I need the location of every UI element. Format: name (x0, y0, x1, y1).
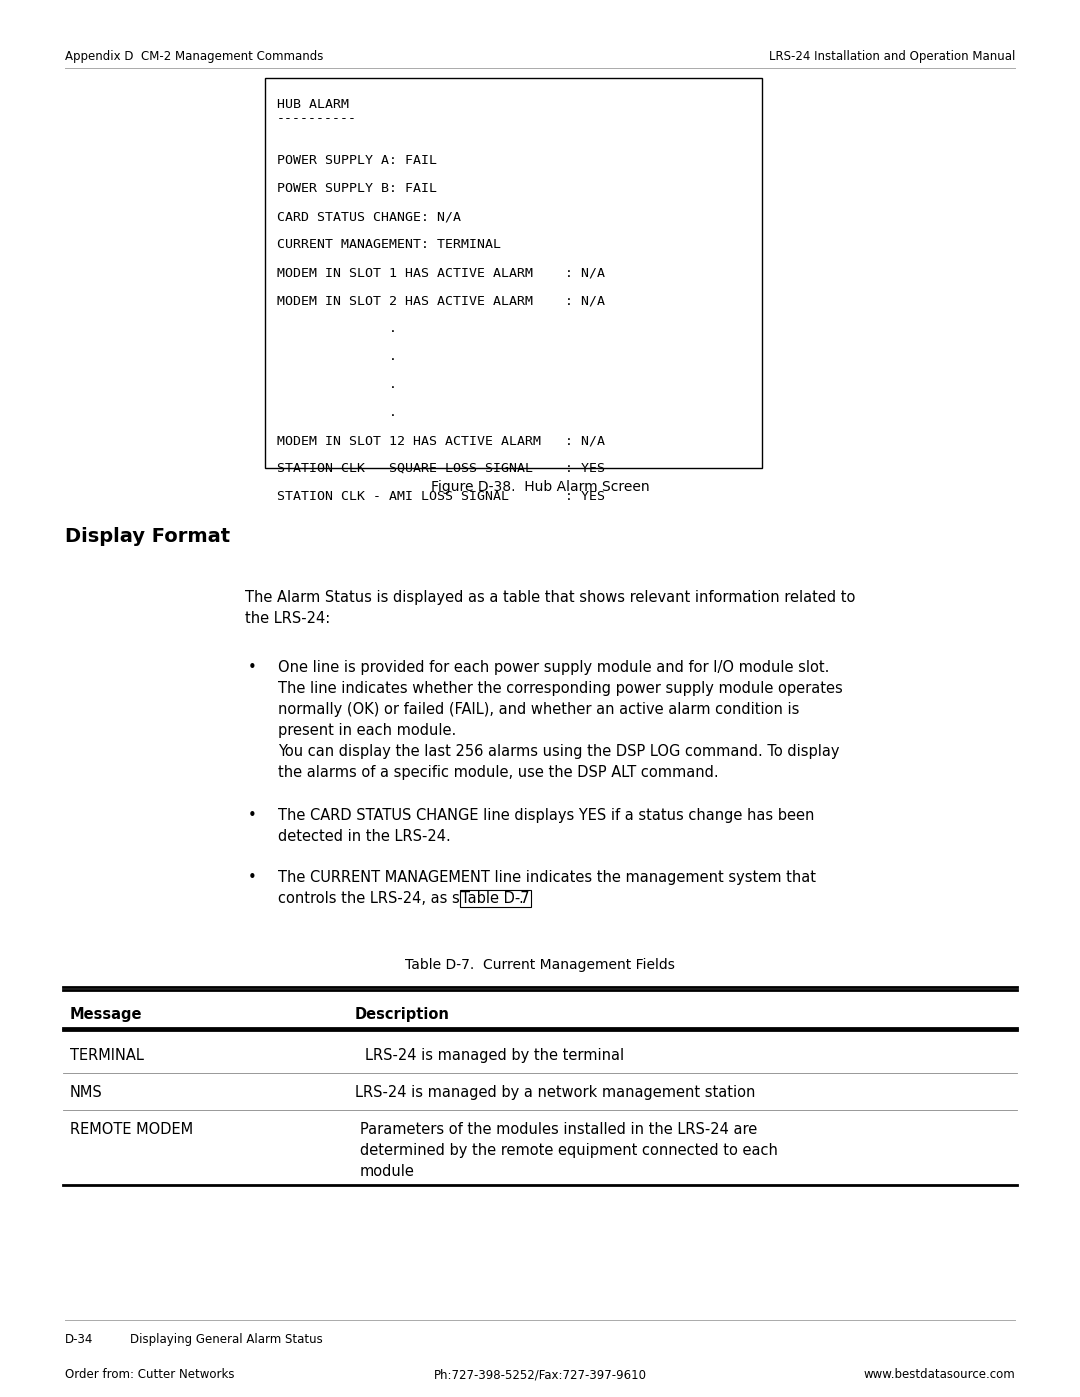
Text: D-34: D-34 (65, 1333, 93, 1345)
Text: Parameters of the modules installed in the LRS-24 are: Parameters of the modules installed in t… (360, 1122, 757, 1137)
Text: Displaying General Alarm Status: Displaying General Alarm Status (130, 1333, 323, 1345)
Text: the alarms of a specific module, use the DSP ALT command.: the alarms of a specific module, use the… (278, 766, 718, 780)
Text: normally (OK) or failed (FAIL), and whether an active alarm condition is: normally (OK) or failed (FAIL), and whet… (278, 703, 799, 717)
Text: .: . (276, 379, 397, 391)
Text: •: • (248, 659, 257, 675)
Bar (265, 78, 762, 468)
Text: controls the LRS-24, as shown: controls the LRS-24, as shown (278, 891, 504, 907)
Text: Table D-7: Table D-7 (461, 891, 529, 907)
Text: Message: Message (70, 1007, 143, 1023)
Text: TERMINAL: TERMINAL (70, 1048, 144, 1063)
Text: LRS-24 is managed by a network management station: LRS-24 is managed by a network managemen… (355, 1085, 755, 1099)
Text: The CARD STATUS CHANGE line displays YES if a status change has been: The CARD STATUS CHANGE line displays YES… (278, 807, 814, 823)
Text: Figure D-38.  Hub Alarm Screen: Figure D-38. Hub Alarm Screen (431, 481, 649, 495)
Text: MODEM IN SLOT 2 HAS ACTIVE ALARM    : N/A: MODEM IN SLOT 2 HAS ACTIVE ALARM : N/A (276, 293, 605, 307)
Text: MODEM IN SLOT 1 HAS ACTIVE ALARM    : N/A: MODEM IN SLOT 1 HAS ACTIVE ALARM : N/A (276, 265, 605, 279)
Text: present in each module.: present in each module. (278, 724, 456, 738)
Text: the LRS-24:: the LRS-24: (245, 610, 330, 626)
Text: LRS-24 is managed by the terminal: LRS-24 is managed by the terminal (365, 1048, 624, 1063)
Text: POWER SUPPLY B: FAIL: POWER SUPPLY B: FAIL (276, 182, 437, 196)
Text: .: . (276, 351, 397, 363)
Text: The line indicates whether the corresponding power supply module operates: The line indicates whether the correspon… (278, 680, 842, 696)
Text: MODEM IN SLOT 12 HAS ACTIVE ALARM   : N/A: MODEM IN SLOT 12 HAS ACTIVE ALARM : N/A (276, 434, 605, 447)
Text: detected in the LRS-24.: detected in the LRS-24. (278, 828, 450, 844)
Text: CURRENT MANAGEMENT: TERMINAL: CURRENT MANAGEMENT: TERMINAL (276, 237, 501, 251)
Text: ----------: ---------- (276, 112, 357, 124)
Text: REMOTE MODEM: REMOTE MODEM (70, 1122, 193, 1137)
Text: .: . (276, 321, 397, 335)
Text: •: • (248, 807, 257, 823)
Text: module: module (360, 1164, 415, 1179)
Text: POWER SUPPLY A: FAIL: POWER SUPPLY A: FAIL (276, 154, 437, 168)
Text: You can display the last 256 alarms using the DSP LOG command. To display: You can display the last 256 alarms usin… (278, 745, 839, 759)
Text: The CURRENT MANAGEMENT line indicates the management system that: The CURRENT MANAGEMENT line indicates th… (278, 870, 816, 886)
Text: .: . (276, 407, 397, 419)
Text: .: . (518, 891, 523, 907)
Text: NMS: NMS (70, 1085, 103, 1099)
Text: determined by the remote equipment connected to each: determined by the remote equipment conne… (360, 1143, 778, 1158)
Text: •: • (248, 870, 257, 886)
Text: STATION CLK - SQUARE LOSS SIGNAL    : YES: STATION CLK - SQUARE LOSS SIGNAL : YES (276, 462, 605, 475)
Text: Display Format: Display Format (65, 527, 230, 546)
Text: LRS-24 Installation and Operation Manual: LRS-24 Installation and Operation Manual (769, 50, 1015, 63)
Text: Order from: Cutter Networks: Order from: Cutter Networks (65, 1368, 234, 1382)
Text: Appendix D  CM-2 Management Commands: Appendix D CM-2 Management Commands (65, 50, 323, 63)
Text: One line is provided for each power supply module and for I/O module slot.: One line is provided for each power supp… (278, 659, 829, 675)
Text: HUB ALARM: HUB ALARM (276, 98, 349, 110)
Text: Ph:727-398-5252/Fax:727-397-9610: Ph:727-398-5252/Fax:727-397-9610 (433, 1368, 647, 1382)
Text: CARD STATUS CHANGE: N/A: CARD STATUS CHANGE: N/A (276, 210, 461, 224)
Text: Table D-7.  Current Management Fields: Table D-7. Current Management Fields (405, 958, 675, 972)
Text: www.bestdatasource.com: www.bestdatasource.com (863, 1368, 1015, 1382)
Text: The Alarm Status is displayed as a table that shows relevant information related: The Alarm Status is displayed as a table… (245, 590, 855, 605)
Text: Description: Description (355, 1007, 450, 1023)
Text: STATION CLK - AMI LOSS SIGNAL       : YES: STATION CLK - AMI LOSS SIGNAL : YES (276, 490, 605, 503)
